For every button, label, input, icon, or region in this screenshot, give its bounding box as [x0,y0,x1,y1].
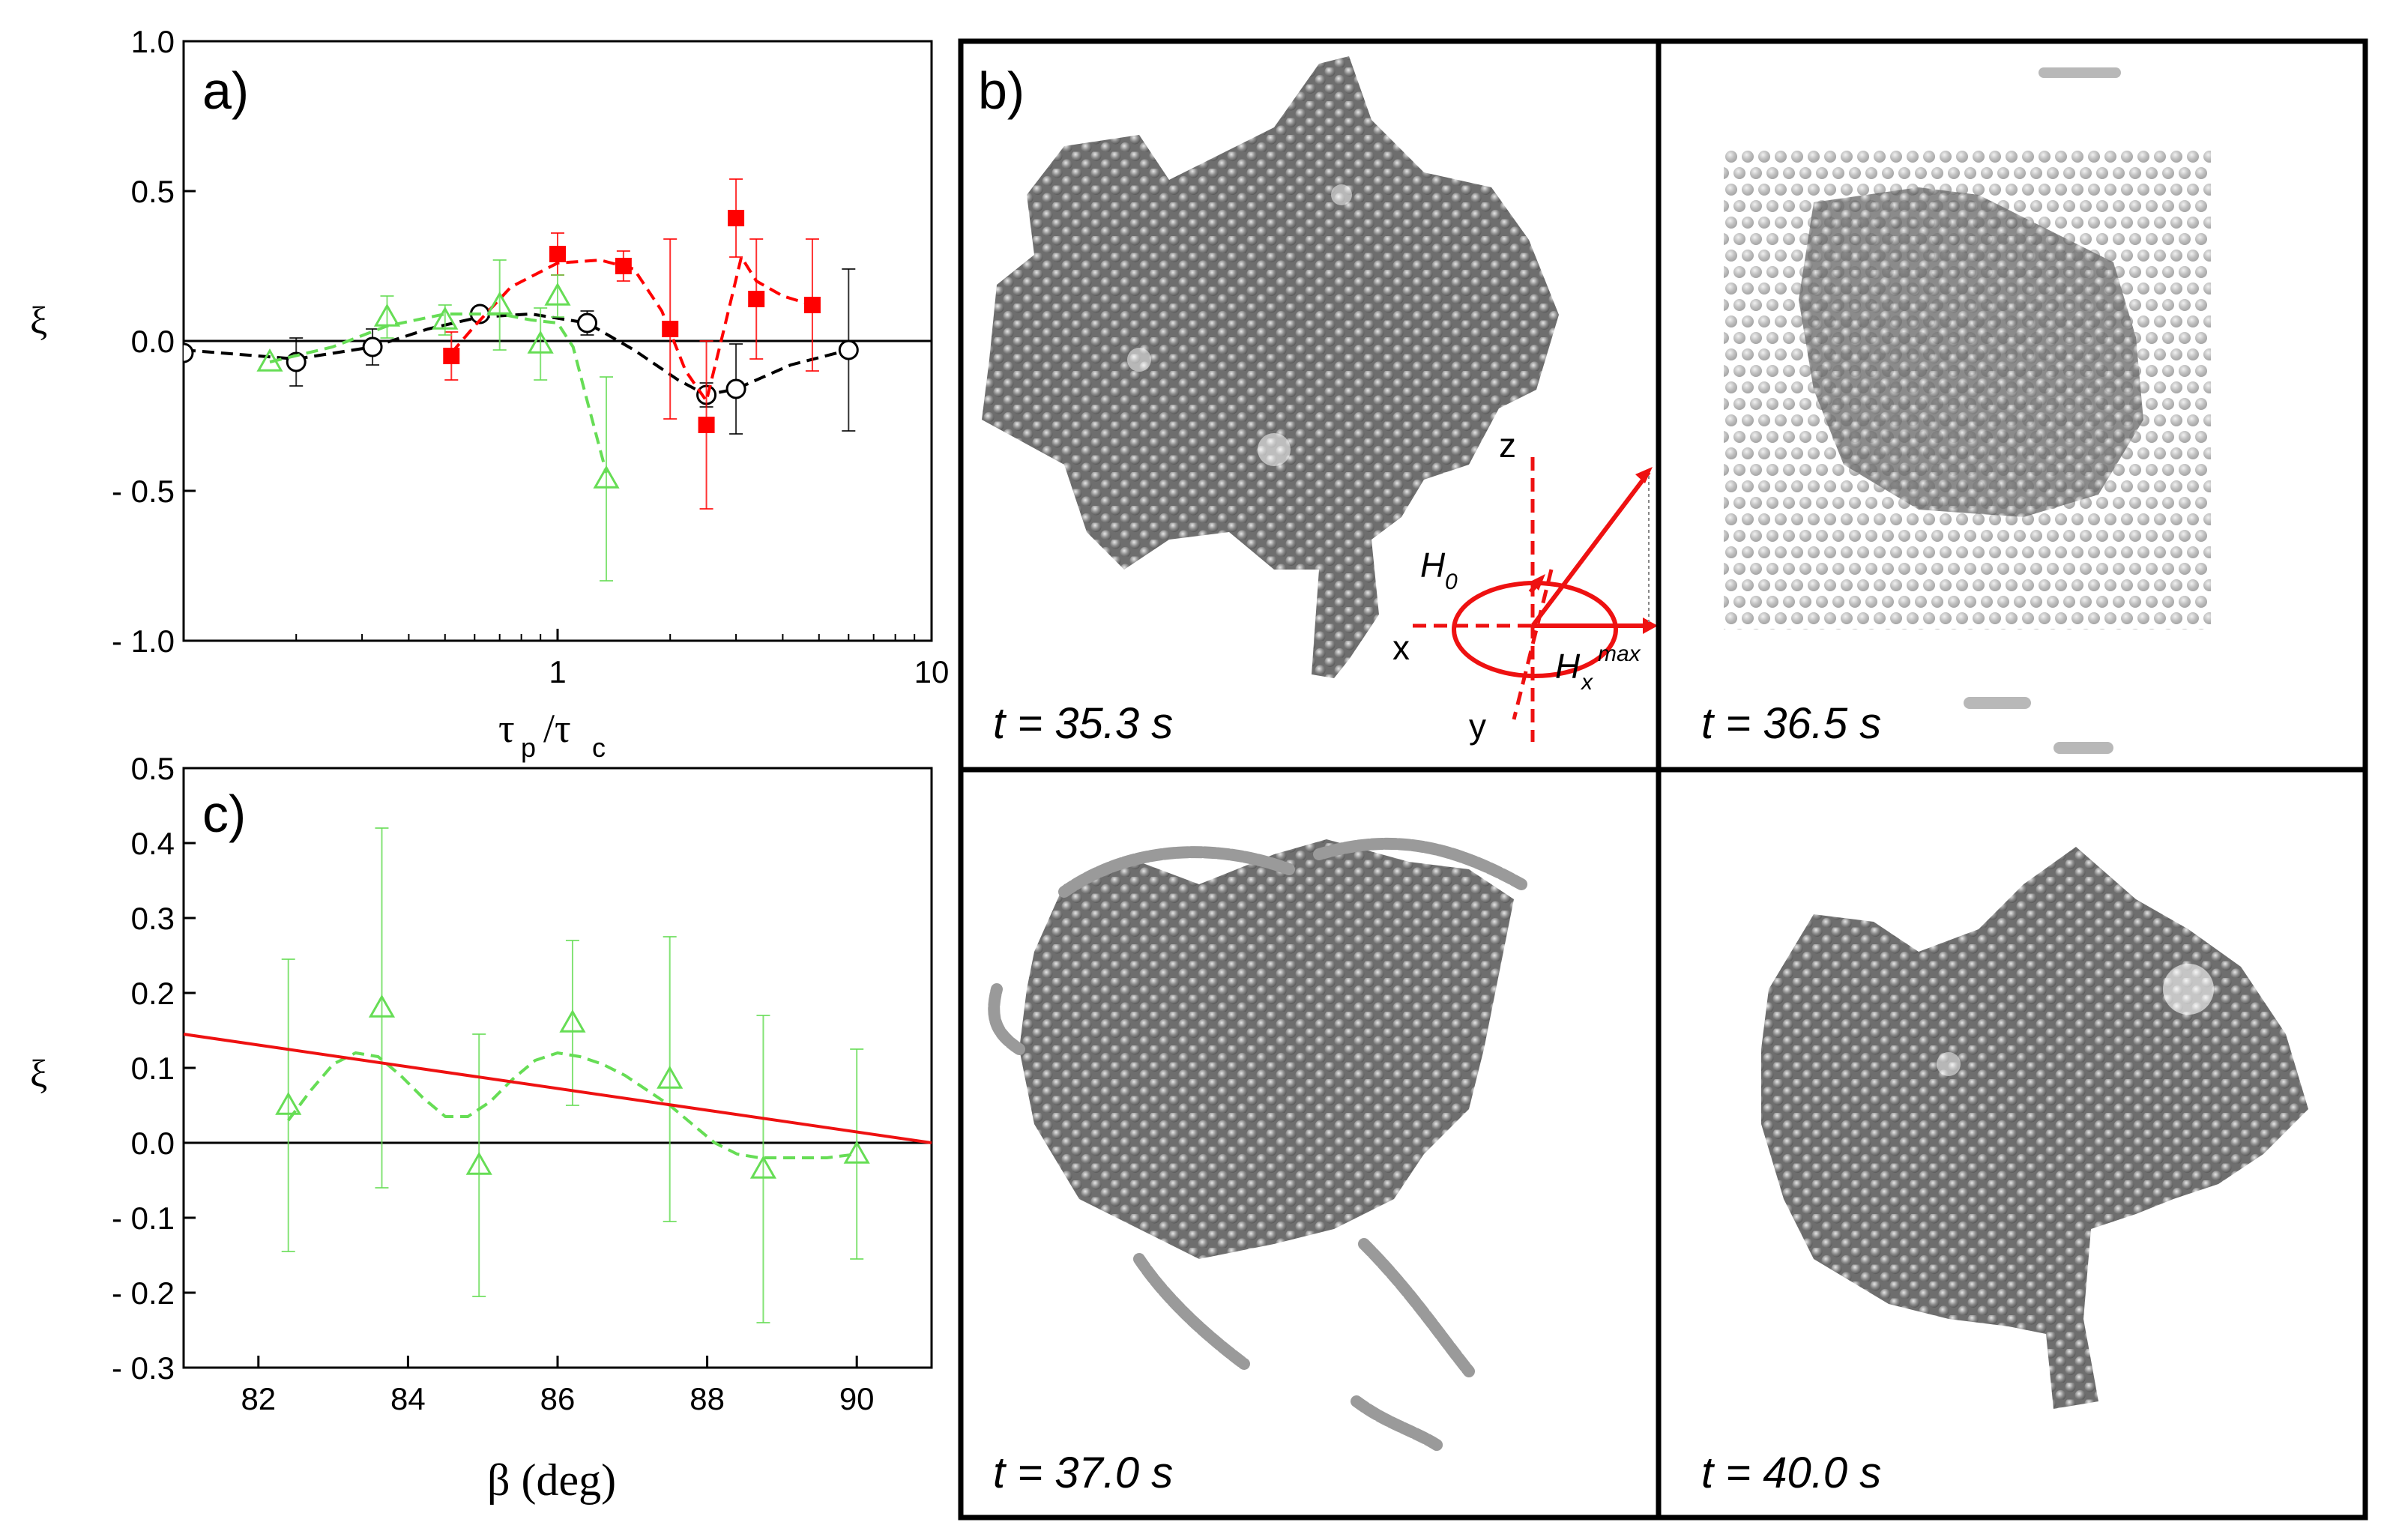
data-point [527,330,554,354]
snapshot-frame-2 [1659,41,2365,770]
data-point [432,306,459,330]
y-tick-label: 0.5 [131,174,175,209]
y-tick-label: 0.0 [131,324,175,359]
svg-text:c: c [592,732,606,763]
data-point [803,297,821,313]
x-tick-label: 90 [839,1381,875,1416]
data-point [657,1065,683,1089]
data-point [275,1091,302,1115]
data-point [373,303,401,327]
data-point [748,291,765,307]
data-point [615,258,632,274]
data-point [184,342,194,363]
timestamp-frame-4: t = 40.0 s [1701,1449,1881,1497]
svg-text:τ: τ [498,706,515,751]
field-diagram: z x y H 0 H x max [1392,426,1658,746]
data-point [368,994,396,1018]
x-tick-label: 84 [390,1381,426,1416]
timestamp-frame-1: t = 35.3 s [993,699,1173,748]
data-point [593,465,620,489]
plot-frame-c [182,767,933,1369]
trend-curve [450,253,813,405]
x-tick-label: 82 [241,1381,276,1416]
y-tick-label: - 0.3 [112,1350,175,1386]
data-point [838,339,859,360]
svg-text:H: H [1420,546,1446,585]
particle-cluster [1799,187,2143,517]
y-axis-line [1512,569,1554,720]
image-panel-b: z x y H 0 H x max b) t = 35.3 s t = 36.5… [958,38,2368,1521]
y-tick-label: 1.0 [131,24,175,59]
svg-text:H: H [1555,647,1581,686]
particle-cluster [982,56,1559,678]
panel-label-c: c) [202,785,246,843]
y-tick-label: - 0.1 [112,1201,175,1236]
panel-label-b: b) [978,61,1024,120]
svg-text:max: max [1598,641,1641,666]
trend-curve [184,312,849,397]
svg-text:/τ: /τ [543,706,571,751]
z-axis-label: z [1499,426,1516,465]
timestamp-frame-3: t = 37.0 s [993,1449,1173,1497]
trend-curve [269,312,608,474]
data-point [549,246,566,262]
hx-max-label: H x max [1555,641,1641,695]
data-point [662,321,679,337]
snapshot-frame-1 [961,41,1659,770]
y-tick-label: 0.5 [131,751,175,786]
chart-panel-a: a) ξ τ p /τ c 1.0 0.5 0.0 - 0.5 - 1.0 1 10 [30,24,949,763]
y-axis-label-c: ξ [30,1053,47,1096]
panel-label-a: a) [202,61,249,120]
y-tick-label: 0.2 [131,976,175,1011]
svg-text:0: 0 [1445,570,1458,594]
snapshot-frame-4 [1659,770,2365,1518]
snapshot-frame-3 [961,770,1659,1518]
timestamp-frame-2: t = 36.5 s [1701,699,1881,748]
data-point [486,291,513,315]
svg-text:x: x [1580,670,1593,695]
chart-panel-c: c) ξ β (deg) 0.5 0.4 0.3 0.2 0.1 0.0 - 0.1 - 0.… [30,751,933,1505]
data-point [843,1140,870,1164]
y-tick-label: 0.1 [131,1051,175,1086]
y-tick-label: 0.4 [131,826,175,861]
particle-cluster [1019,839,1514,1259]
x-tick-label: 88 [689,1381,725,1416]
data-point [749,1155,777,1179]
y-tick-label: - 0.2 [112,1275,175,1311]
h0-label: H 0 [1420,546,1458,594]
field-vector [1530,471,1651,627]
x-tick-label: 10 [914,654,950,689]
y-tick-label: - 1.0 [112,623,175,659]
y-tick-label: 0.3 [131,901,175,936]
data-point [443,348,460,364]
data-point [559,1009,586,1033]
y-tick-label: 0.0 [131,1126,175,1161]
y-axis-label-a: ξ [30,300,47,342]
x-tick-label: 86 [540,1381,576,1416]
data-point [362,336,383,357]
x-axis-letter: x [1392,628,1410,667]
data-point [256,348,283,372]
data-point [698,417,715,433]
x-axis-label-a: τ p /τ c [498,706,606,763]
data-point [577,312,598,333]
data-point [465,1151,492,1175]
image-grid-border [958,38,2368,1521]
y-tick-label: - 0.5 [112,474,175,509]
x-tick-label: 1 [549,654,566,689]
fit-line [184,1033,932,1144]
svg-text:p: p [521,732,536,763]
x-axis-label-c: β (deg) [487,1455,616,1505]
data-point [725,378,746,399]
data-point [728,210,745,226]
data-point [544,282,571,306]
trend-curve [287,1051,857,1159]
y-axis-letter: y [1469,707,1486,746]
